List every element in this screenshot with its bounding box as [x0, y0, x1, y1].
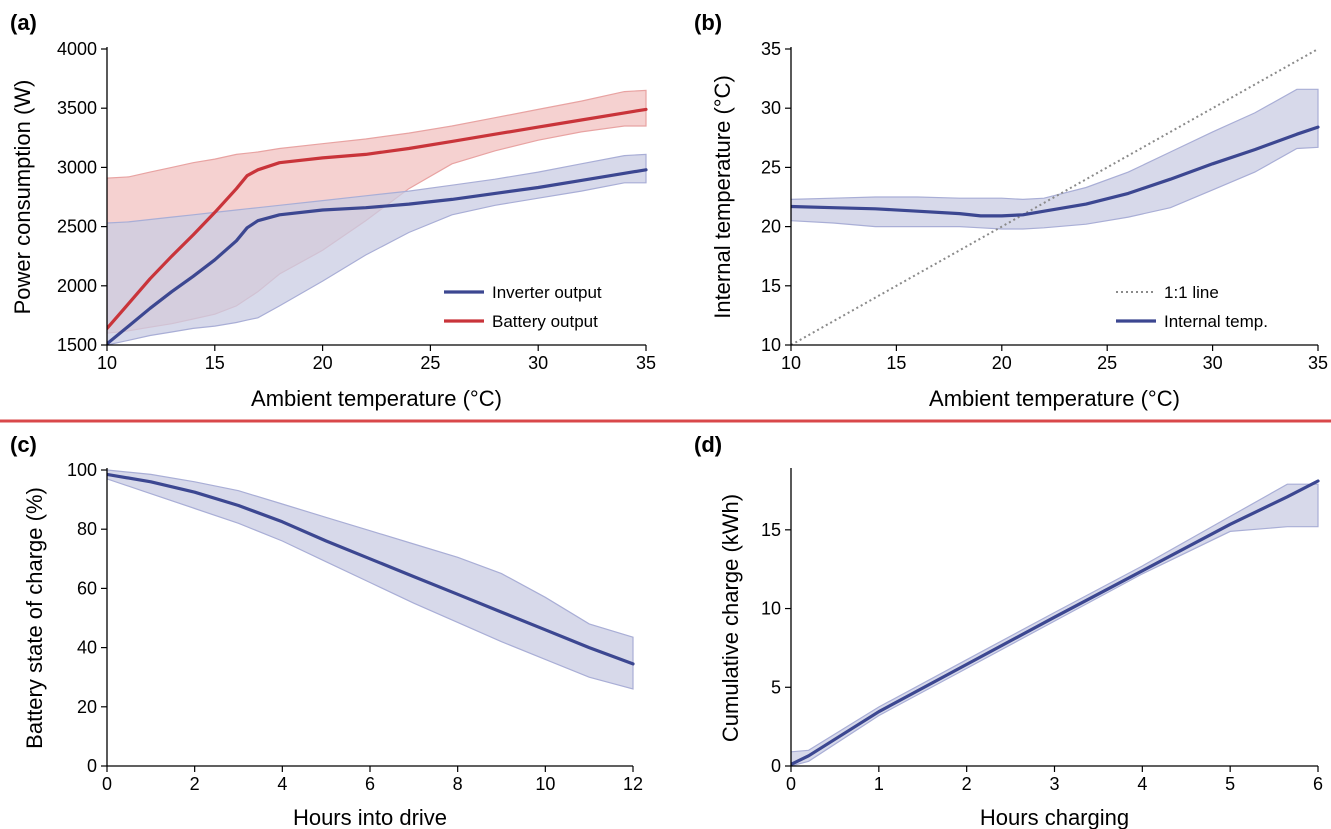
y-tick-label: 4000 [57, 39, 97, 59]
x-tick-label: 15 [886, 353, 906, 373]
y-tick-label: 15 [761, 520, 781, 540]
y-tick-label: 10 [761, 335, 781, 355]
x-axis-title: Hours into drive [293, 805, 447, 829]
x-axis-title: Ambient temperature (°C) [929, 386, 1180, 411]
plot-area [107, 469, 635, 690]
panel-a: 10 15 20 25 30 35 1500 2000 2500 3000 3500 4000 Ambi… [10, 10, 656, 411]
y-tick-label: 35 [761, 39, 781, 59]
y-tick-label: 3500 [57, 98, 97, 118]
y-axis-title: Cumulative charge (kWh) [718, 494, 743, 742]
panel-label: (a) [10, 10, 37, 35]
x-tick-label: 30 [1203, 353, 1223, 373]
y-tick-label: 5 [771, 677, 781, 697]
line-series-0 [791, 479, 1320, 766]
x-tick-label: 12 [623, 774, 643, 794]
y-tick-label: 15 [761, 276, 781, 296]
y-tick-label: 30 [761, 98, 781, 118]
y-tick-label: 100 [67, 460, 97, 480]
x-tick-label: 6 [1313, 774, 1323, 794]
band-series-0 [107, 469, 634, 690]
y-tick-label: 3000 [57, 157, 97, 177]
y-tick-label: 40 [77, 638, 97, 658]
legend-label: 1:1 line [1164, 283, 1219, 302]
plot-area [791, 479, 1320, 766]
x-tick-label: 20 [313, 353, 333, 373]
x-tick-label: 25 [420, 353, 440, 373]
y-tick-label: 0 [87, 756, 97, 776]
x-tick-label: 25 [1097, 353, 1117, 373]
y-tick-label: 60 [77, 578, 97, 598]
x-tick-label: 4 [277, 774, 287, 794]
y-tick-label: 1500 [57, 335, 97, 355]
plot-area [791, 48, 1320, 345]
line-internal-temp- [791, 125, 1320, 218]
x-tick-label: 8 [453, 774, 463, 794]
x-tick-label: 35 [636, 353, 656, 373]
x-tick-label: 5 [1225, 774, 1235, 794]
y-tick-label: 25 [761, 157, 781, 177]
x-tick-label: 0 [786, 774, 796, 794]
y-tick-label: 20 [77, 697, 97, 717]
y-axis-title: Battery state of charge (%) [22, 487, 47, 749]
band-inverter-output [107, 153, 647, 345]
y-tick-label: 20 [761, 217, 781, 237]
y-tick-label: 10 [761, 599, 781, 619]
x-tick-label: 6 [365, 774, 375, 794]
legend-label: Battery output [492, 312, 598, 331]
line-1-1-line [791, 48, 1319, 345]
x-axis-title: Hours charging [980, 805, 1129, 829]
y-tick-label: 80 [77, 519, 97, 539]
x-tick-label: 2 [190, 774, 200, 794]
line-inverter-output [107, 168, 648, 345]
band-series-0 [791, 483, 1319, 766]
line-battery-output [107, 107, 648, 330]
x-tick-label: 0 [102, 774, 112, 794]
panel-d: 0 1 2 3 4 5 6 0 5 10 15 Hours charging Cumulative ch… [694, 432, 1323, 829]
x-tick-label: 30 [528, 353, 548, 373]
panel-label: (d) [694, 432, 722, 457]
legend: 1:1 line Internal temp. [1116, 283, 1268, 331]
x-tick-label: 1 [874, 774, 884, 794]
legend-label: Internal temp. [1164, 312, 1268, 331]
x-tick-label: 20 [992, 353, 1012, 373]
x-tick-label: 10 [535, 774, 555, 794]
plot-area [107, 89, 648, 345]
y-axis-title: Internal temperature (°C) [710, 75, 735, 319]
x-tick-label: 35 [1308, 353, 1328, 373]
legend: Inverter output Battery output [444, 283, 602, 331]
y-tick-label: 2500 [57, 217, 97, 237]
panel-c: 0 2 4 6 8 10 12 0 20 40 60 80 100 Hours into drive Bat… [10, 432, 643, 829]
x-tick-label: 4 [1137, 774, 1147, 794]
line-series-0 [107, 472, 635, 666]
y-tick-label: 2000 [57, 276, 97, 296]
legend-label: Inverter output [492, 283, 602, 302]
band-internal-temp- [791, 88, 1319, 230]
y-tick-label: 0 [771, 756, 781, 776]
x-tick-label: 10 [781, 353, 801, 373]
panel-label: (c) [10, 432, 37, 457]
x-tick-label: 15 [205, 353, 225, 373]
panel-label: (b) [694, 10, 722, 35]
x-tick-label: 2 [962, 774, 972, 794]
y-axis-title: Power consumption (W) [10, 80, 35, 315]
x-tick-label: 3 [1049, 774, 1059, 794]
panel-b: 10 15 20 25 30 35 10 15 20 25 30 35 Ambient temperat… [694, 10, 1328, 411]
x-tick-label: 10 [97, 353, 117, 373]
x-axis-title: Ambient temperature (°C) [251, 386, 502, 411]
